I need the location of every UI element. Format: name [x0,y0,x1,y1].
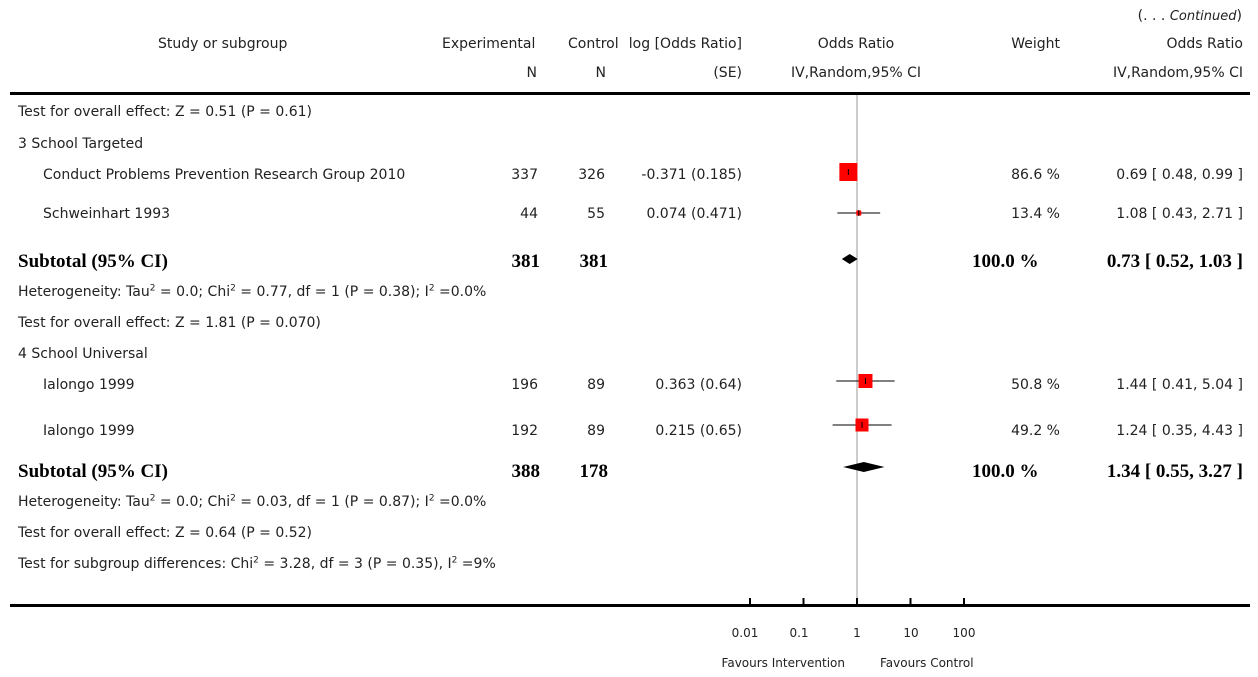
row-ci: 1.08 [ 0.43, 2.71 ] [1116,206,1243,222]
header-logor-se: (SE) [713,65,742,81]
header-odds-ratio: Odds Ratio [817,36,895,52]
row-weight: 86.6 % [1011,167,1060,183]
row-weight: 13.4 % [1011,206,1060,222]
row-exp: 192 [511,423,538,439]
heterogeneity-4: Heterogeneity: Tau2 = 0.0; Chi2 = 0.03, … [18,493,487,510]
row-exp: 196 [511,377,538,393]
subtotal-diamond [843,462,885,472]
group-label-3: 3 School Targeted [18,136,144,152]
axis-tick-label: 0.1 [789,626,809,640]
overall-effect-prev: Test for overall effect: Z = 0.51 (P = 0… [18,104,312,120]
header-control-n: N [595,65,606,81]
header-rule [10,92,1250,95]
row-ctrl: 89 [587,377,605,393]
row-ci: 1.24 [ 0.35, 4.43 ] [1116,423,1243,439]
row-study: Schweinhart 1993 [43,206,171,222]
header-study: Study or subgroup [158,36,288,52]
overall-effect-4: Test for overall effect: Z = 0.64 (P = 0… [18,525,312,541]
header-odds-ratio-ci-2: IV,Random,95% CI [1112,65,1243,81]
subtotal-ctrl: 381 [579,251,609,272]
subgroup-differences: Test for subgroup differences: Chi2 = 3.… [18,555,496,572]
subtotal-ci: 1.34 [ 0.55, 3.27 ] [1106,461,1243,482]
row-ctrl: 89 [587,423,605,439]
subtotal-label: Subtotal (95% CI) [18,251,168,272]
subtotal-exp: 381 [511,251,541,272]
row-ci: 1.44 [ 0.41, 5.04 ] [1116,377,1243,393]
subtotal-weight: 100.0 % [972,251,1039,272]
row-ctrl: 326 [578,167,605,183]
row-logor: -0.371 (0.185) [641,167,742,183]
row-weight: 50.8 % [1011,377,1060,393]
row-study: Conduct Problems Prevention Research Gro… [43,167,406,183]
heterogeneity-3: Heterogeneity: Tau2 = 0.0; Chi2 = 0.77, … [18,283,487,300]
header-logor: log [Odds Ratio] [628,36,742,52]
row-weight: 49.2 % [1011,423,1060,439]
favours-intervention: Favours Intervention [721,656,845,670]
header-odds-ratio-2: Odds Ratio [1166,36,1243,52]
subtotal-weight: 100.0 % [972,461,1039,482]
overall-effect-3: Test for overall effect: Z = 1.81 (P = 0… [18,315,321,331]
row-logor: 0.363 (0.64) [655,377,742,393]
row-ctrl: 55 [587,206,605,222]
header-control: Control [568,36,619,52]
row-logor: 0.074 (0.471) [646,206,742,222]
favours-control: Favours Control [880,656,974,670]
row-study: Ialongo 1999 [43,377,135,393]
footer-rule [10,604,1250,607]
axis-tick-label: 0.01 [731,626,759,640]
subtotal-label: Subtotal (95% CI) [18,461,168,482]
header-weight: Weight [1011,36,1060,52]
row-logor: 0.215 (0.65) [655,423,742,439]
row-exp: 337 [511,167,538,183]
subtotal-diamond [841,254,858,264]
row-ci: 0.69 [ 0.48, 0.99 ] [1116,167,1243,183]
header-experimental: Experimental [442,36,536,52]
row-study: Ialongo 1999 [43,423,135,439]
group-label-4: 4 School Universal [18,346,148,362]
axis-tick-label: 10 [903,626,919,640]
axis-tick-label: 1 [853,626,861,640]
header-odds-ratio-ci: IV,Random,95% CI [790,65,922,81]
subtotal-exp: 388 [511,461,541,482]
axis-tick-label: 100 [952,626,976,640]
subtotal-ci: 0.73 [ 0.52, 1.03 ] [1106,251,1243,272]
continued-label: (. . . Continued) [1137,8,1242,24]
subtotal-ctrl: 178 [579,461,609,482]
row-exp: 44 [520,206,538,222]
header-experimental-n: N [526,65,537,81]
